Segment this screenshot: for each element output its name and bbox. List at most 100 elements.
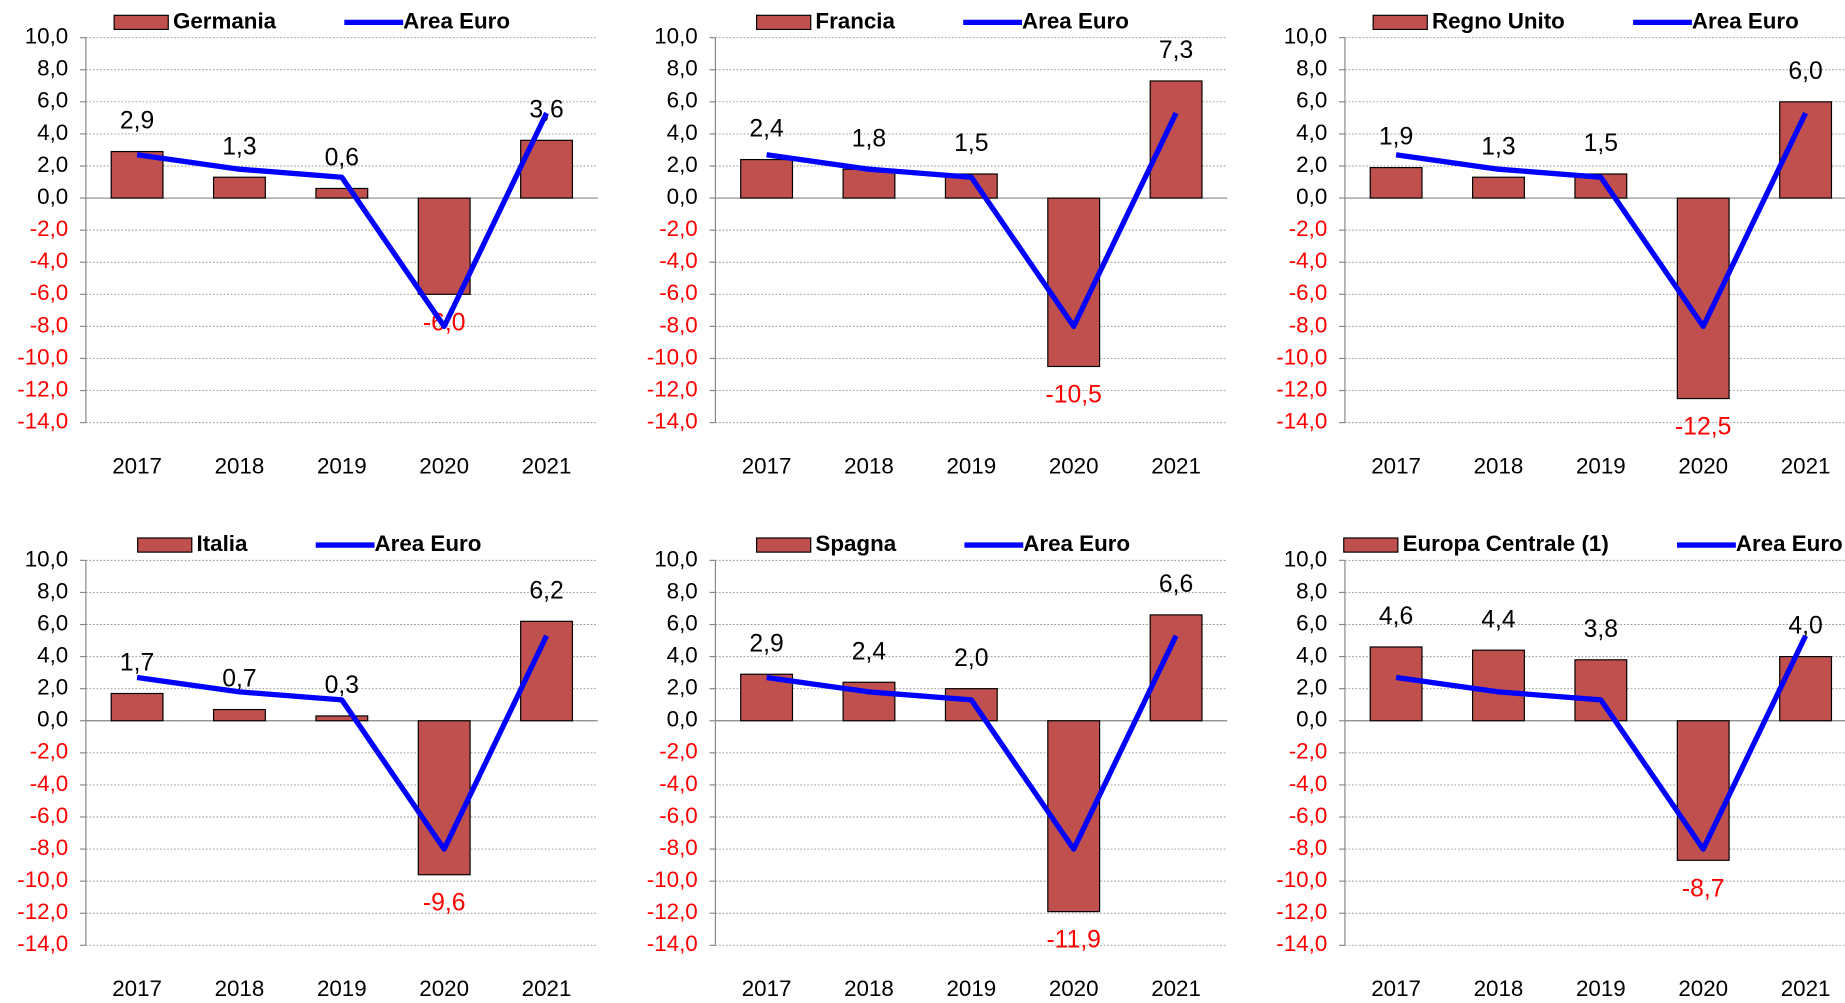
x-tick-label: 2017	[1371, 976, 1421, 1001]
data-label: -9,6	[423, 890, 466, 917]
y-tick-label: 0,0	[1296, 184, 1327, 209]
data-label: 1,3	[222, 133, 256, 160]
legend-label: Germania	[173, 8, 277, 33]
y-tick-label: -6,0	[1289, 803, 1328, 828]
y-tick-label: -4,0	[659, 771, 698, 796]
bar	[315, 715, 369, 722]
y-tick-label: 0,0	[667, 184, 698, 209]
legend-label: Italia	[197, 531, 249, 556]
data-label: 1,5	[1584, 130, 1618, 157]
y-tick-label: 8,0	[667, 56, 698, 81]
y-tick-label: -2,0	[1289, 216, 1328, 241]
y-tick-label: 6,0	[667, 88, 698, 113]
bar	[1676, 720, 1730, 861]
y-tick-label: 4,0	[1296, 643, 1327, 668]
y-tick-label: 8,0	[1296, 578, 1327, 603]
data-label: 2,4	[749, 116, 784, 143]
x-tick-label: 2018	[1474, 453, 1524, 478]
y-tick-label: -4,0	[1289, 248, 1328, 273]
data-label: 1,9	[1379, 124, 1413, 151]
y-tick-label: 6,0	[1296, 88, 1327, 113]
legend-label: Europa Centrale (1)	[1403, 531, 1609, 556]
y-tick-label: -6,0	[1289, 280, 1328, 305]
y-tick-label: -2,0	[1289, 739, 1328, 764]
bar	[1369, 167, 1423, 199]
y-tick-label: -4,0	[1289, 771, 1328, 796]
y-tick-label: -8,0	[659, 312, 698, 337]
legend-label: Area Euro	[375, 531, 482, 556]
bar	[1471, 176, 1525, 199]
bar	[842, 168, 896, 199]
y-tick-label: 4,0	[37, 643, 68, 668]
data-label: -10,5	[1046, 381, 1102, 408]
y-tick-label: -12,0	[1276, 376, 1327, 401]
y-tick-label: -8,0	[1289, 835, 1328, 860]
y-tick-label: -12,0	[1276, 899, 1327, 924]
y-tick-label: 2,0	[667, 675, 698, 700]
chart: -14,0 -12,0 -10,0 -8,0 -6,0 -4,0 -2,0 0,0 2,0 4,0…	[17, 8, 598, 478]
y-tick-label: -2,0	[30, 216, 69, 241]
y-tick-label: 10,0	[1284, 546, 1328, 571]
y-tick-label: -8,0	[659, 835, 698, 860]
bar	[417, 197, 471, 295]
y-tick-label: -10,0	[1276, 867, 1327, 892]
x-tick-label: 2020	[1049, 453, 1099, 478]
x-tick-label: 2021	[1151, 976, 1201, 1001]
y-tick-label: 6,0	[1296, 610, 1327, 635]
x-tick-label: 2018	[215, 453, 265, 478]
line	[136, 634, 549, 852]
x-tick-label: 2019	[317, 453, 367, 478]
y-tick-label: -6,0	[30, 803, 69, 828]
data-label: 2,4	[852, 638, 887, 665]
y-tick-label: -10,0	[17, 344, 68, 369]
y-tick-label: -4,0	[30, 771, 69, 796]
y-tick-label: -10,0	[647, 344, 698, 369]
legend-swatch	[137, 537, 193, 553]
x-tick-label: 2021	[1151, 453, 1201, 478]
y-tick-label: -6,0	[30, 280, 69, 305]
x-tick-label: 2017	[112, 453, 162, 478]
y-tick-label: -6,0	[659, 803, 698, 828]
legend-label: Area Euro	[1692, 8, 1799, 33]
x-tick-label: 2017	[742, 453, 792, 478]
y-tick-label: 8,0	[1296, 56, 1327, 81]
x-tick-label: 2021	[522, 976, 572, 1001]
data-label: 1,5	[954, 130, 988, 157]
legend-swatch	[756, 537, 812, 553]
x-tick-label: 2018	[1474, 976, 1524, 1001]
x-tick-label: 2018	[844, 453, 894, 478]
y-tick-label: 10,0	[25, 546, 69, 571]
y-tick-label: 6,0	[37, 610, 68, 635]
legend-swatch	[113, 14, 169, 31]
legend-label: Area Euro	[1022, 8, 1129, 33]
x-tick-label: 2021	[522, 453, 572, 478]
x-tick-label: 2018	[215, 976, 265, 1001]
data-label: 6,0	[1788, 58, 1822, 85]
data-label: 4,4	[1481, 606, 1516, 633]
bar	[1047, 197, 1101, 368]
y-tick-label: -8,0	[1289, 312, 1328, 337]
y-tick-label: -14,0	[1276, 931, 1327, 956]
bar	[110, 692, 164, 722]
y-tick-label: 2,0	[1296, 675, 1327, 700]
x-tick-label: 2019	[946, 453, 996, 478]
x-tick-label: 2017	[742, 976, 792, 1001]
y-tick-label: -10,0	[1276, 344, 1327, 369]
y-tick-label: 6,0	[37, 88, 68, 113]
x-tick-label: 2020	[419, 453, 469, 478]
data-label: 1,7	[120, 650, 154, 677]
y-tick-label: -8,0	[30, 835, 69, 860]
data-label: 4,6	[1379, 603, 1413, 630]
line	[136, 111, 549, 330]
x-tick-label: 2018	[844, 976, 894, 1001]
legend-swatch	[1343, 537, 1399, 553]
x-tick-label: 2020	[1049, 976, 1099, 1001]
legend-label: Area Euro	[1736, 531, 1843, 556]
legend-label: Francia	[815, 8, 895, 33]
bar	[1779, 656, 1833, 722]
bar	[1369, 646, 1423, 722]
data-label: 0,3	[325, 672, 359, 699]
y-tick-label: -8,0	[30, 312, 69, 337]
data-label: 2,9	[749, 630, 783, 657]
